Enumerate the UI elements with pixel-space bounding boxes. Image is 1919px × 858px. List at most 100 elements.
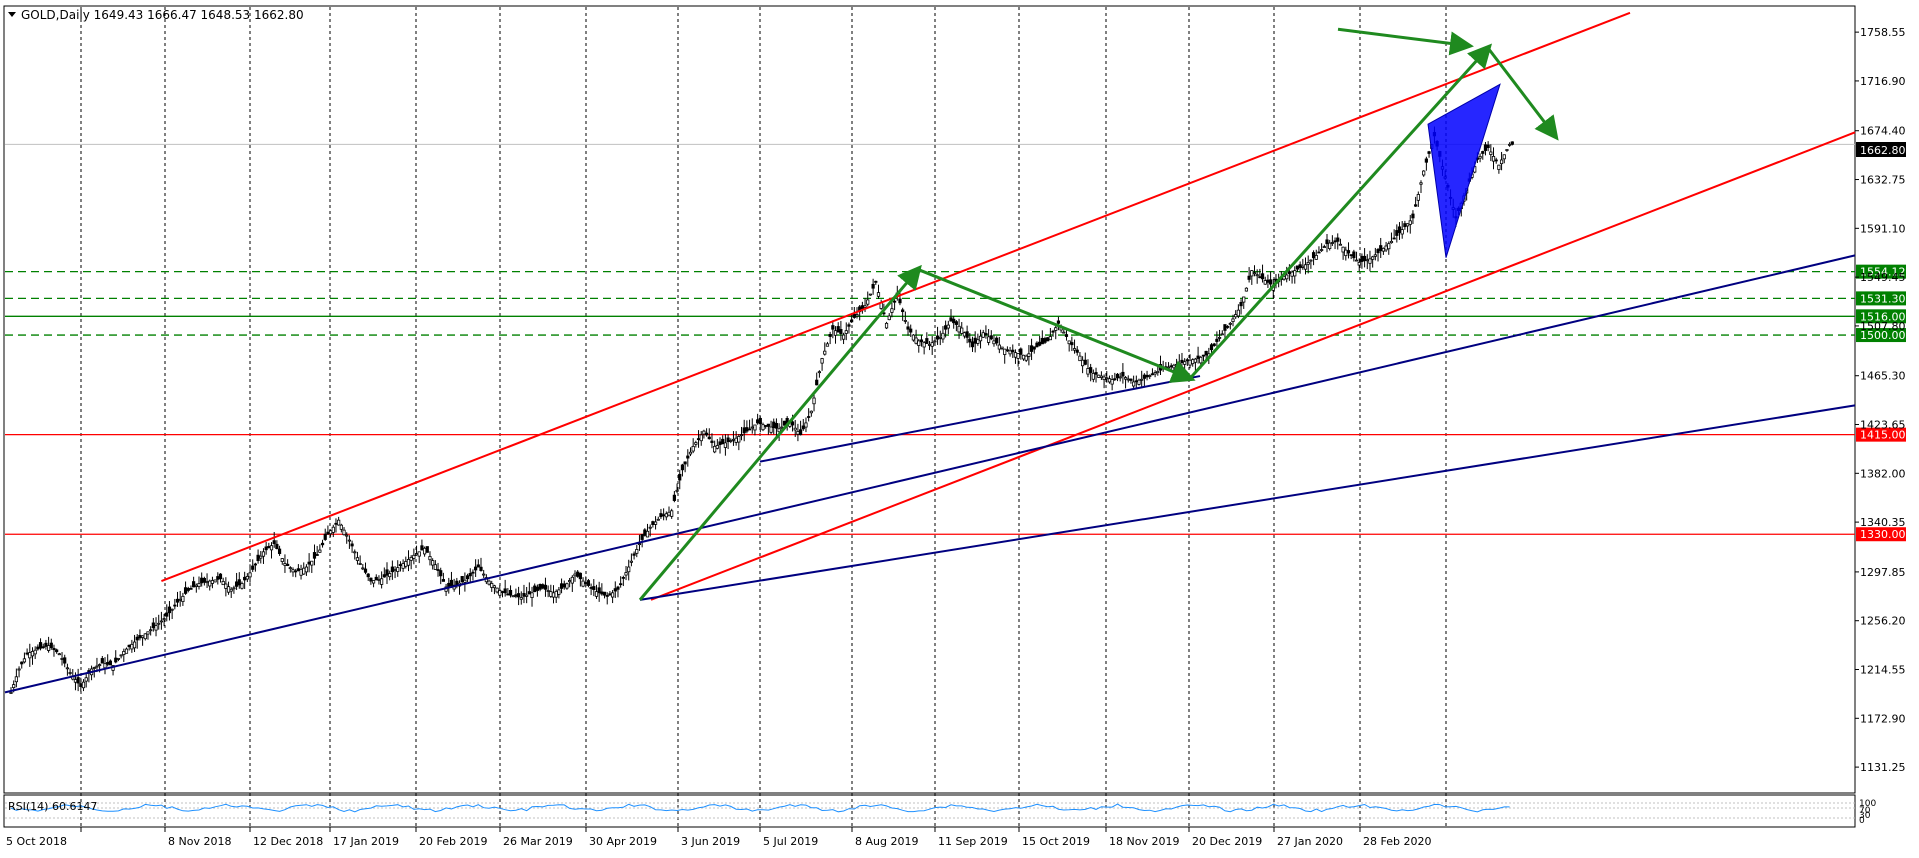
candle-body xyxy=(213,579,217,583)
level-badge-text: 1500.00 xyxy=(1860,329,1906,342)
candle-body xyxy=(1363,255,1367,262)
price-tick-label: 1423.65 xyxy=(1860,419,1906,432)
candle-body xyxy=(1193,358,1197,363)
candle-body xyxy=(92,667,96,669)
candle-body xyxy=(621,576,625,579)
candle-body xyxy=(688,451,693,455)
candle-body xyxy=(1113,378,1117,381)
green-arrow[interactable] xyxy=(917,268,1196,383)
price-tick-label: 1591.10 xyxy=(1860,222,1906,235)
candle-body xyxy=(1008,350,1012,355)
candle-body xyxy=(683,461,687,465)
candle-body xyxy=(1405,223,1410,227)
candle-body xyxy=(758,417,762,425)
candle-body xyxy=(428,556,432,561)
candle-body xyxy=(1236,309,1240,317)
candle-body xyxy=(159,620,163,623)
candle-body xyxy=(1003,348,1007,355)
candle-body xyxy=(1226,326,1230,328)
candle-body xyxy=(1309,259,1313,262)
candle-body xyxy=(326,531,330,535)
candle-body xyxy=(901,309,905,313)
candle-body xyxy=(1510,141,1514,145)
candle-body xyxy=(38,642,43,649)
price-tick-label: 1340.35 xyxy=(1860,516,1906,529)
candle-body xyxy=(799,429,803,436)
candle-body xyxy=(1228,322,1232,325)
price-tick-label: 1382.00 xyxy=(1860,467,1906,480)
candle-body xyxy=(1239,302,1243,307)
candle-body xyxy=(1333,240,1337,243)
candle-body xyxy=(611,592,615,598)
candle-body xyxy=(342,529,346,536)
navy-trendline[interactable] xyxy=(759,375,1201,463)
candle-body xyxy=(551,592,556,598)
candle-body xyxy=(1389,240,1394,244)
candle-body xyxy=(465,575,470,580)
red-trendline[interactable] xyxy=(650,131,1856,601)
green-arrow[interactable] xyxy=(1337,27,1474,56)
candle-body xyxy=(369,577,373,582)
price-tick-label: 1465.30 xyxy=(1860,370,1906,383)
candle-body xyxy=(970,341,975,348)
green-arrow[interactable] xyxy=(1188,43,1493,380)
green-arrow[interactable] xyxy=(1486,47,1559,141)
candle-body xyxy=(893,300,897,303)
candle-body xyxy=(1411,213,1415,219)
green-arrow[interactable] xyxy=(638,264,922,601)
candle-body xyxy=(906,326,910,330)
candle-body xyxy=(312,552,317,559)
candle-body xyxy=(439,570,443,577)
rsi-panel-frame xyxy=(3,794,1856,828)
candle-body xyxy=(750,426,754,429)
candle-body xyxy=(22,658,27,663)
candle-body xyxy=(106,662,110,665)
candle-body xyxy=(130,643,134,650)
candle-body xyxy=(699,434,703,442)
candle-body xyxy=(828,334,832,337)
candle-body xyxy=(874,280,878,283)
candle-body xyxy=(1110,379,1114,385)
vertical-grid xyxy=(80,7,1447,827)
candle-body xyxy=(455,580,459,586)
dropdown-triangle-icon[interactable] xyxy=(8,12,16,17)
candle-body xyxy=(1311,252,1316,259)
candle-body xyxy=(793,427,797,431)
candle-body xyxy=(1046,337,1050,342)
candle-body xyxy=(957,325,961,333)
candle-body xyxy=(1325,239,1329,245)
candle-body xyxy=(68,672,72,674)
candle-body xyxy=(1330,242,1334,244)
candle-body xyxy=(1166,366,1171,369)
candle-body xyxy=(1156,370,1160,374)
candle-body xyxy=(1145,374,1149,378)
candle-body xyxy=(14,676,18,683)
blue-triangle-pattern[interactable] xyxy=(1427,83,1501,258)
candle-body xyxy=(221,580,225,586)
candle-body xyxy=(887,315,891,321)
candle-body xyxy=(960,327,964,334)
candle-body xyxy=(205,581,209,584)
candle-body xyxy=(1107,378,1112,383)
candle-body xyxy=(277,548,282,554)
navy-trendline[interactable] xyxy=(639,404,1856,601)
candle-body xyxy=(1126,378,1130,381)
candle-body xyxy=(1105,377,1109,380)
candle-body xyxy=(680,464,685,471)
candle-body xyxy=(371,580,376,584)
price-tick-label: 1297.85 xyxy=(1860,566,1906,579)
candle-body xyxy=(320,542,325,546)
candle-body xyxy=(745,427,749,432)
navy-trendline[interactable] xyxy=(4,254,1856,694)
price-candles xyxy=(9,126,1514,694)
trendlines xyxy=(4,11,1856,694)
candle-body xyxy=(1051,330,1055,333)
candle-body xyxy=(1376,249,1380,254)
candle-body xyxy=(1035,342,1039,348)
candle-body xyxy=(586,580,591,586)
candle-body xyxy=(200,577,204,584)
candle-body xyxy=(1266,279,1270,283)
candle-body xyxy=(852,313,856,318)
candle-body xyxy=(662,514,666,517)
